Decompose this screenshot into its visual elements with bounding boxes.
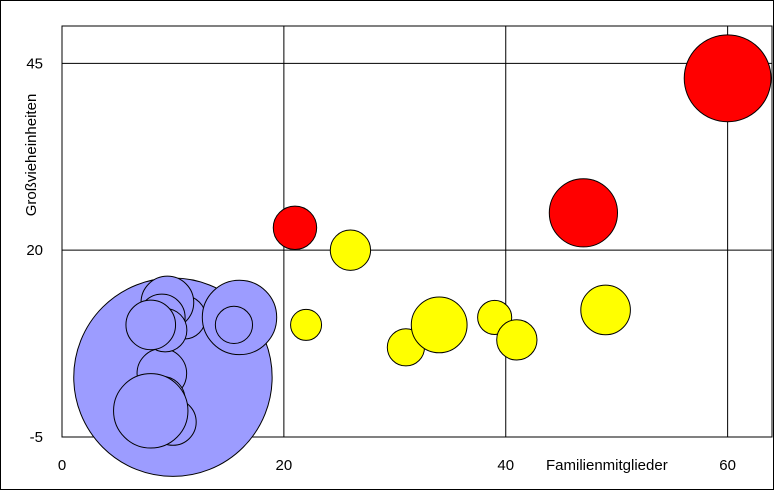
bubble-series-0-point-4 (113, 373, 189, 449)
x-tick-label: 40 (497, 457, 514, 474)
x-tick-label: 0 (58, 457, 66, 474)
bubble-series-0-point-11 (214, 305, 254, 345)
bubble-series-2-point-0 (272, 205, 318, 250)
y-tick-label: 45 (26, 55, 43, 72)
y-tick-label: 20 (26, 242, 43, 259)
bubble-series-1-point-6 (580, 284, 631, 336)
y-tick-label: -5 (30, 429, 43, 446)
bubbles (73, 34, 772, 477)
bubble-series-2-point-2 (683, 34, 772, 123)
x-axis-label: Familienmitglieder (546, 457, 668, 474)
bubble-series-1-point-5 (496, 319, 538, 361)
bubble-series-2-point-1 (548, 178, 619, 248)
bubble-series-1-point-3 (410, 296, 468, 354)
bubble-series-0-point-9 (125, 299, 177, 351)
y-axis-label: Großvieheinheiten (23, 94, 40, 217)
tick-labels: 0 20 40 60 -5 20 45 (26, 55, 736, 474)
x-tick-label: 20 (276, 457, 293, 474)
bubble-series-1-point-1 (329, 229, 372, 271)
x-tick-label: 60 (719, 457, 736, 474)
bubble-series-1-point-0 (290, 308, 323, 341)
